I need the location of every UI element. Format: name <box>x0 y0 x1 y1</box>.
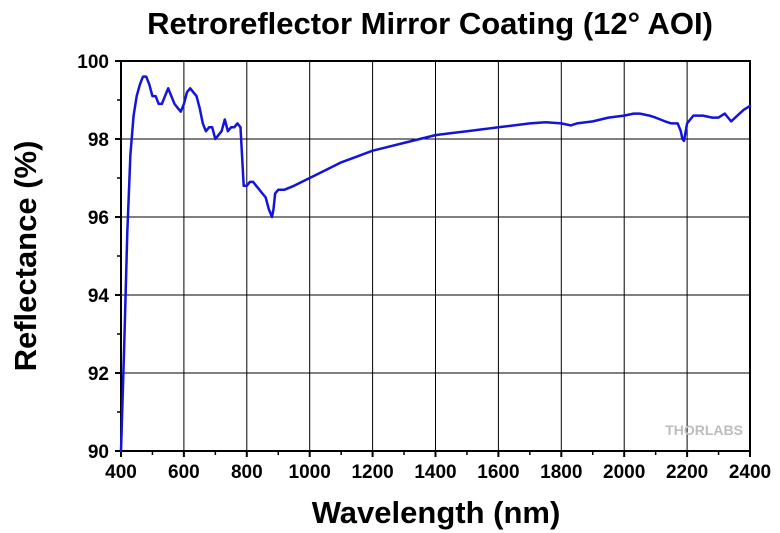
x-tick-label: 400 <box>105 462 137 483</box>
x-axis-label: Wavelength (nm) <box>312 495 561 530</box>
axis-ticks: 400 600 800 1000 1200 1400 1600 1800 2000 2200 240… <box>77 52 771 483</box>
thorlabs-watermark: THORLABS <box>665 422 743 438</box>
x-tick-label: 800 <box>231 462 263 483</box>
x-tick-label: 1000 <box>289 462 331 483</box>
chart-title: Retroreflector Mirror Coating (12° AOI) <box>147 6 713 41</box>
y-tick-label: 90 <box>88 442 109 463</box>
reflectance-curve <box>119 75 752 453</box>
y-tick-label: 94 <box>88 286 110 307</box>
y-tick-label: 100 <box>77 52 109 73</box>
y-axis-label: Reflectance (%) <box>8 141 43 372</box>
x-tick-label: 2200 <box>666 462 708 483</box>
y-tick-label: 98 <box>88 130 109 151</box>
x-tick-label: 1200 <box>351 462 393 483</box>
x-tick-label: 2000 <box>603 462 645 483</box>
y-tick-label: 92 <box>88 364 109 385</box>
y-tick-label: 96 <box>88 208 109 229</box>
x-tick-label: 1800 <box>540 462 582 483</box>
x-tick-label: 1600 <box>477 462 519 483</box>
x-tick-label: 2400 <box>729 462 771 483</box>
x-tick-label: 600 <box>168 462 200 483</box>
x-tick-label: 1400 <box>414 462 456 483</box>
grid <box>121 61 750 451</box>
